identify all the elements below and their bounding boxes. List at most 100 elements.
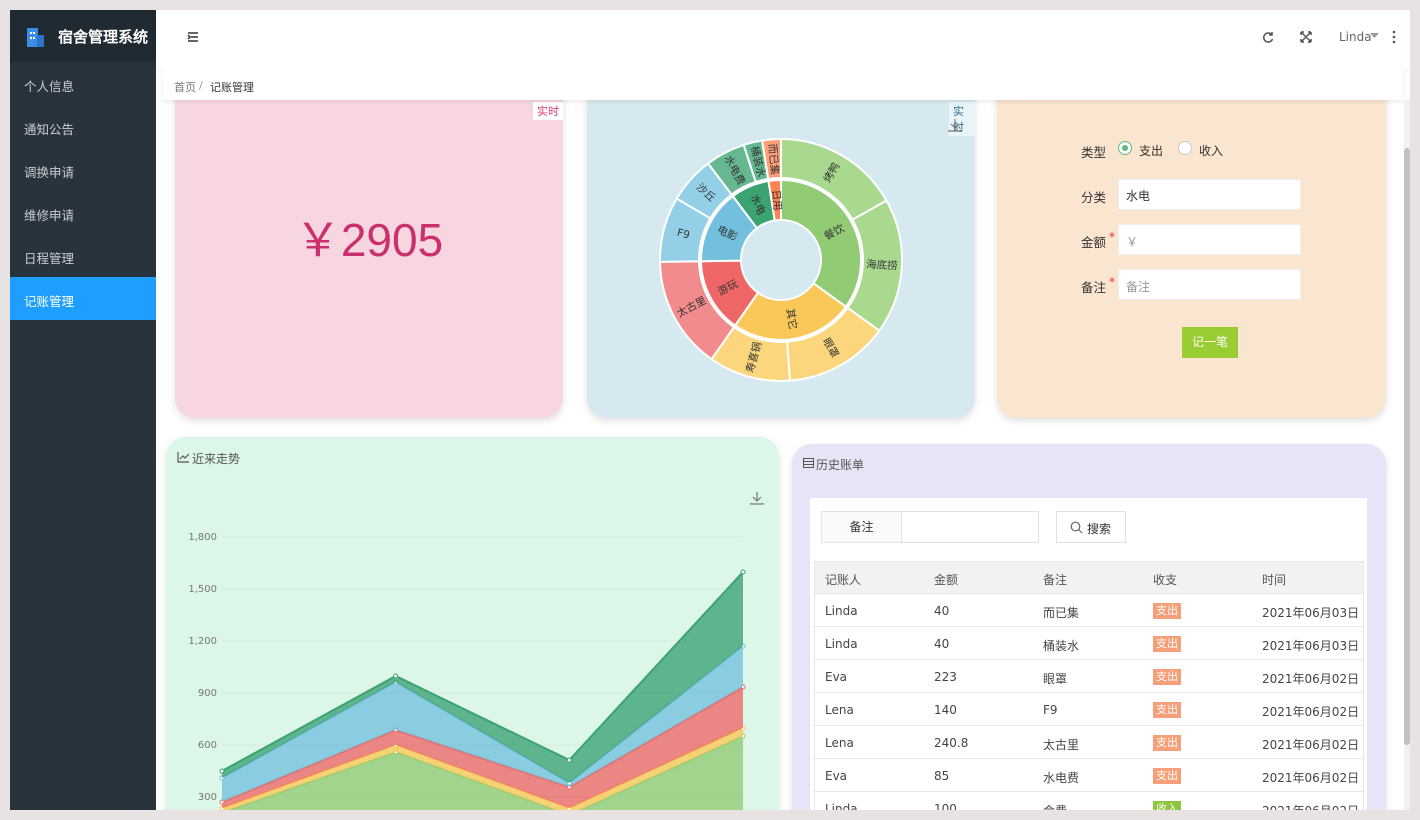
search-button-text: 搜索 <box>1087 522 1112 536</box>
point <box>219 768 225 774</box>
search-box: 备注 <box>821 511 1039 543</box>
point <box>740 569 746 575</box>
required-mark: * <box>1109 275 1115 289</box>
breadcrumb-current: 记账管理 <box>210 81 254 94</box>
select-value: 水电 <box>1126 189 1151 203</box>
column-header: 收支 <box>1153 573 1178 587</box>
download-icon[interactable] <box>750 491 764 505</box>
scroll-thumb[interactable] <box>1404 148 1410 745</box>
area-chart: 300 600 900 1,200 1,500 1,800 <box>188 532 746 810</box>
sunburst-inner-arc[interactable] <box>780 178 862 309</box>
trend-title: 近来走势 <box>192 452 241 466</box>
sunburst-label: F9 <box>676 227 691 242</box>
input-placeholder: ￥ <box>1126 235 1139 249</box>
history-title: 历史账单 <box>816 458 865 472</box>
table-cell: 40 <box>934 637 950 651</box>
fullscreen-button[interactable] <box>1299 30 1313 44</box>
search-button[interactable]: 搜索 <box>1056 511 1126 543</box>
menu-item[interactable]: 个人信息 <box>10 62 156 105</box>
table-cell: Lena <box>825 736 854 750</box>
history-card: 历史账单 备注 搜索 记账人 金额 备注 收支 时间 Linda 40 而已集 支出 2021年0… <box>792 444 1386 810</box>
menu-item[interactable]: 维修申请 <box>10 191 156 234</box>
table-cell: 桶装水 <box>1043 639 1080 653</box>
user-name[interactable]: Linda <box>1339 30 1372 44</box>
sunburst-inner-arc[interactable] <box>733 281 848 341</box>
menu-toggle[interactable] <box>187 31 199 43</box>
submit-button[interactable]: 记一笔 <box>1182 327 1238 358</box>
area <box>229 735 743 810</box>
table-row <box>814 693 1364 726</box>
badge: 实时 <box>949 102 975 136</box>
y-tick-label: 1,200 <box>188 636 217 647</box>
input-placeholder: 备注 <box>1126 280 1151 294</box>
refresh-button[interactable] <box>1261 30 1275 44</box>
menu-item[interactable]: 日程管理 <box>10 234 156 277</box>
table-cell: 40 <box>934 604 950 618</box>
search-input[interactable] <box>902 512 1038 542</box>
type-tag: 支出 <box>1153 603 1181 619</box>
table-cell: 100 <box>934 802 957 810</box>
sunburst-inner-arc[interactable] <box>767 178 782 222</box>
table-cell: 2021年06月02日 <box>1262 771 1360 785</box>
area <box>222 686 743 809</box>
radio[interactable] <box>1178 141 1192 155</box>
menu-text: 个人信息 <box>24 79 75 94</box>
menu-item[interactable]: 通知公告 <box>10 105 156 148</box>
table-row <box>814 759 1364 792</box>
breadcrumb-separator: / <box>199 79 203 92</box>
entry-form: 类型 支出 收入 分类 水电 金额 * ￥ 备注 * 备注 记一笔 <box>997 80 1386 418</box>
breadcrumb-link[interactable]: 首页 <box>174 81 196 94</box>
type-tag: 支出 <box>1153 669 1181 685</box>
input[interactable] <box>1118 269 1301 300</box>
table-cell: Linda <box>825 604 858 618</box>
table-cell: 2021年06月02日 <box>1262 672 1360 686</box>
form-label: 类型 <box>1080 145 1106 160</box>
trend-card: 近来走势 300 600 900 1,200 1,500 1,800 <box>166 437 779 810</box>
menu-text: 日程管理 <box>24 251 75 266</box>
point <box>566 757 572 763</box>
form-label: 金额 <box>1080 235 1106 250</box>
menu-text: 调换申请 <box>24 165 75 180</box>
point <box>393 673 399 679</box>
table-row <box>814 627 1364 660</box>
download-icon[interactable] <box>948 118 962 132</box>
table-cell: Linda <box>825 802 858 810</box>
search-label: 备注 <box>822 512 902 542</box>
table-icon <box>803 458 814 468</box>
table-row <box>814 594 1364 627</box>
area <box>222 572 743 783</box>
user-caret[interactable] <box>1370 33 1380 39</box>
table-cell: 水电费 <box>1043 771 1080 785</box>
menu-item[interactable]: 调换申请 <box>10 148 156 191</box>
table-cell: F9 <box>1043 703 1058 717</box>
type-tag: 支出 <box>1153 636 1181 652</box>
column-header: 记账人 <box>825 573 862 587</box>
table-cell: 2021年06月02日 <box>1262 705 1360 719</box>
table-cell: Linda <box>825 637 858 651</box>
chart-icon <box>177 452 190 463</box>
type-tag: 收入 <box>1153 801 1181 810</box>
column-header: 备注 <box>1043 573 1068 587</box>
area-line <box>221 571 744 772</box>
total-card: 实时 ￥2905 <box>175 80 563 418</box>
table-cell: Eva <box>825 670 848 684</box>
category-card: 实时 烤鸭 海底捞 餐饮 眼罩 寿喜锅 其它 太古里 游玩 F9 沙丘 电影 水电费 桶装水 水电 而已集日… <box>587 80 975 418</box>
logo-icon <box>27 28 44 47</box>
table-cell: 2021年06月02日 <box>1262 738 1360 752</box>
more-button[interactable] <box>1391 30 1397 44</box>
history-panel: 备注 搜索 记账人 金额 备注 收支 时间 Linda 40 而已集 支出 2021年06月03日… <box>810 498 1367 810</box>
sunburst-label: 日用 <box>770 189 784 211</box>
history-table: 记账人 金额 备注 收支 时间 Linda 40 而已集 支出 2021年06月03日 Linda 4… <box>814 561 1364 810</box>
table-cell: Eva <box>825 769 848 783</box>
menu-item[interactable]: 记账管理 <box>10 277 156 320</box>
radio-dot <box>1122 145 1128 151</box>
type-tag: 支出 <box>1153 702 1181 718</box>
table-row <box>814 726 1364 759</box>
select[interactable] <box>1118 179 1301 210</box>
y-tick-label: 900 <box>198 688 217 699</box>
sunburst-outer-arc[interactable] <box>760 137 782 181</box>
app-title: 宿舍管理系统 <box>58 28 149 46</box>
column-header[interactable]: 时间 <box>1262 573 1287 587</box>
input[interactable] <box>1118 224 1301 255</box>
